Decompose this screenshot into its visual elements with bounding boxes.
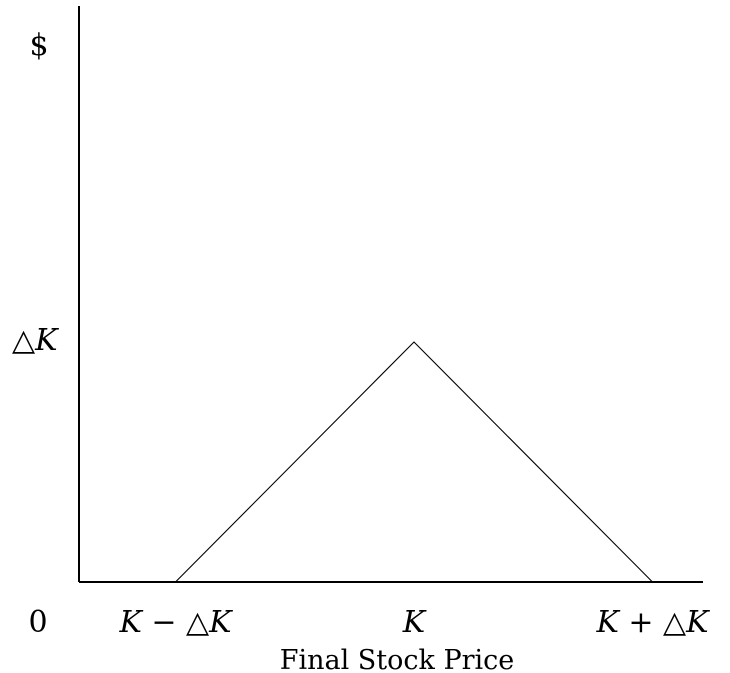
origin-label: 0 — [28, 605, 47, 640]
x-tick-label: K — [402, 605, 427, 640]
x-tick-label: K + △K — [595, 605, 710, 640]
x-axis-label: Final Stock Price — [280, 645, 515, 673]
y-tick-label: △K — [12, 323, 59, 358]
y-axis-label: $ — [29, 28, 48, 63]
x-tick-label: K − △K — [118, 605, 233, 640]
payoff-series-line — [175, 341, 653, 583]
